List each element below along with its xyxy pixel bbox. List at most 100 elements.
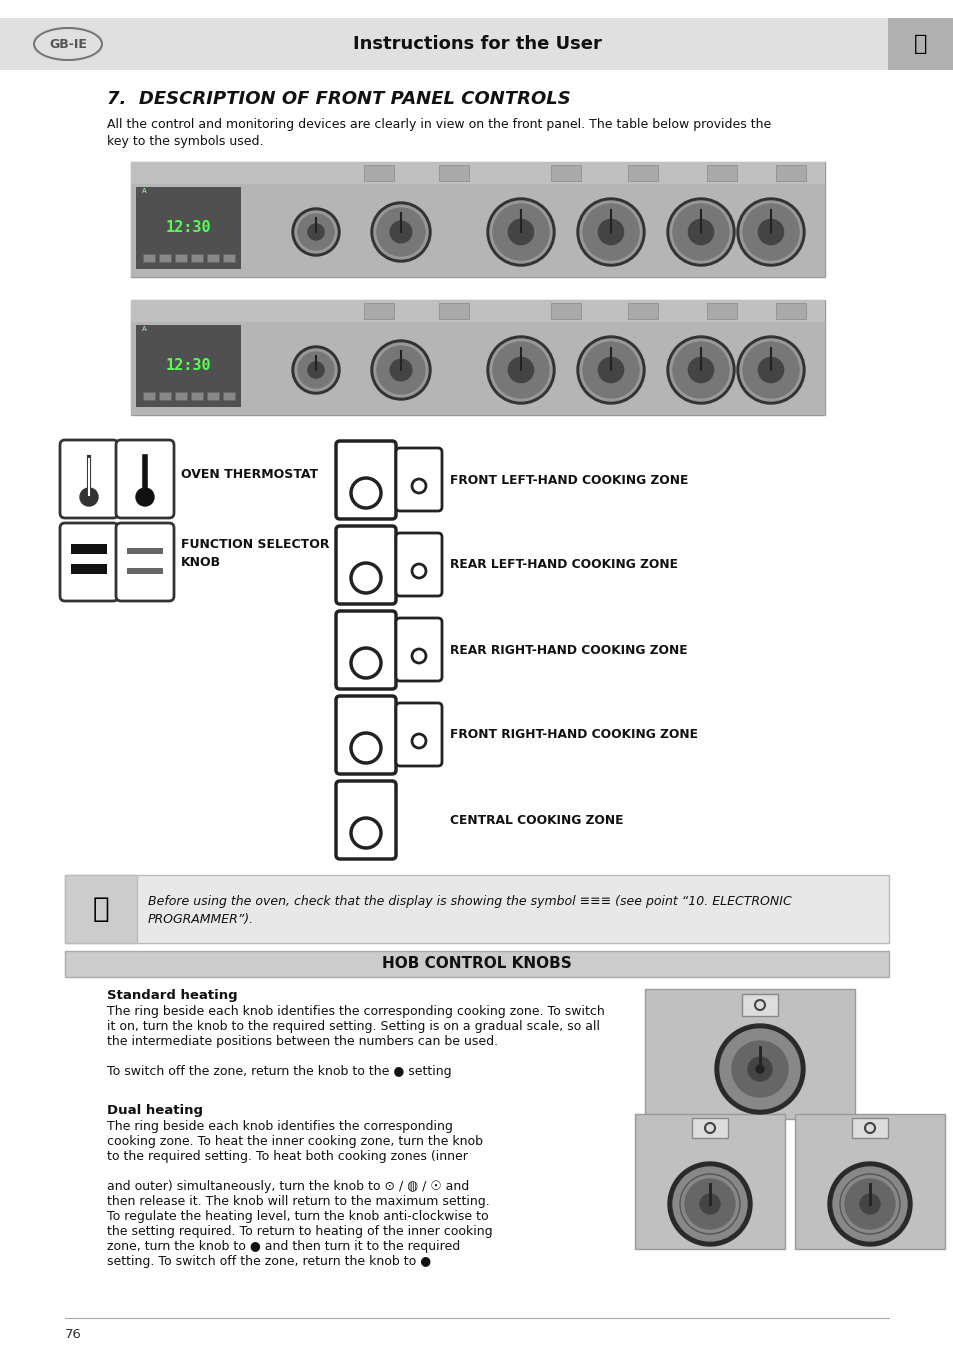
Bar — [635, 1115, 784, 1250]
Circle shape — [598, 358, 623, 382]
Bar — [65, 875, 137, 943]
Text: CENTRAL COOKING ZONE: CENTRAL COOKING ZONE — [450, 813, 623, 827]
Circle shape — [737, 199, 804, 266]
Text: 🍽: 🍽 — [913, 34, 926, 54]
Text: HOB CONTROL KNOBS: HOB CONTROL KNOBS — [382, 957, 571, 971]
FancyBboxPatch shape — [335, 696, 395, 774]
Bar — [741, 994, 778, 1016]
Circle shape — [374, 343, 428, 397]
Circle shape — [758, 219, 782, 245]
Bar — [131, 184, 824, 277]
Circle shape — [374, 205, 428, 259]
Circle shape — [684, 1179, 734, 1229]
Circle shape — [508, 358, 533, 382]
Bar — [143, 392, 154, 400]
FancyBboxPatch shape — [335, 440, 395, 519]
Circle shape — [490, 339, 552, 401]
Circle shape — [308, 362, 324, 378]
Bar — [71, 544, 107, 554]
Bar — [775, 303, 805, 319]
Text: REAR RIGHT-HAND COOKING ZONE: REAR RIGHT-HAND COOKING ZONE — [450, 643, 687, 657]
Circle shape — [672, 204, 728, 259]
Text: and outer) simultaneously, turn the knob to ⊙ / ◍ / ☉ and: and outer) simultaneously, turn the knob… — [107, 1179, 469, 1193]
Bar — [223, 392, 234, 400]
Circle shape — [737, 336, 804, 404]
Text: The ring beside each knob identifies the corresponding: The ring beside each knob identifies the… — [107, 1120, 453, 1133]
Circle shape — [292, 208, 339, 255]
Circle shape — [308, 224, 324, 240]
FancyBboxPatch shape — [116, 440, 173, 517]
Bar — [131, 162, 824, 277]
Text: then release it. The knob will return to the maximum setting.: then release it. The knob will return to… — [107, 1196, 489, 1208]
Circle shape — [742, 204, 799, 259]
Bar — [159, 254, 171, 262]
Circle shape — [758, 358, 782, 382]
Circle shape — [666, 336, 734, 404]
Circle shape — [294, 211, 336, 253]
FancyBboxPatch shape — [395, 534, 441, 596]
Circle shape — [371, 203, 431, 262]
Circle shape — [667, 1162, 751, 1246]
Bar — [706, 303, 737, 319]
Circle shape — [731, 1042, 787, 1097]
Circle shape — [390, 222, 412, 243]
Circle shape — [486, 336, 555, 404]
Bar — [223, 254, 234, 262]
Bar — [207, 392, 219, 400]
Text: 📋: 📋 — [92, 894, 110, 923]
Text: the setting required. To return to heating of the inner cooking: the setting required. To return to heati… — [107, 1225, 492, 1238]
Bar — [131, 300, 824, 415]
FancyBboxPatch shape — [335, 526, 395, 604]
Circle shape — [297, 213, 334, 250]
Circle shape — [672, 1167, 746, 1242]
Text: 12:30: 12:30 — [165, 220, 211, 235]
Text: All the control and monitoring devices are clearly in view on the front panel. T: All the control and monitoring devices a… — [107, 118, 770, 149]
Circle shape — [755, 1065, 763, 1073]
Bar — [131, 162, 824, 184]
FancyBboxPatch shape — [395, 703, 441, 766]
Text: A: A — [142, 326, 147, 332]
Text: The ring beside each knob identifies the corresponding cooking zone. To switch: The ring beside each knob identifies the… — [107, 1005, 604, 1019]
Bar — [706, 165, 737, 181]
Bar — [136, 186, 241, 269]
Text: To switch off the zone, return the knob to the ● setting: To switch off the zone, return the knob … — [107, 1065, 451, 1078]
Text: 7.  DESCRIPTION OF FRONT PANEL CONTROLS: 7. DESCRIPTION OF FRONT PANEL CONTROLS — [107, 91, 570, 108]
Text: Instructions for the User: Instructions for the User — [353, 35, 600, 53]
Bar — [136, 326, 241, 407]
Bar — [644, 989, 854, 1119]
Text: To regulate the heating level, turn the knob anti-clockwise to: To regulate the heating level, turn the … — [107, 1210, 488, 1223]
Circle shape — [493, 342, 548, 399]
Bar — [887, 18, 953, 70]
FancyBboxPatch shape — [395, 617, 441, 681]
Circle shape — [844, 1179, 894, 1229]
Bar — [364, 165, 394, 181]
Circle shape — [508, 219, 533, 245]
Circle shape — [714, 1024, 804, 1115]
Circle shape — [688, 358, 713, 382]
Text: Standard heating: Standard heating — [107, 989, 237, 1002]
Text: FRONT RIGHT-HAND COOKING ZONE: FRONT RIGHT-HAND COOKING ZONE — [450, 728, 698, 742]
Circle shape — [294, 349, 336, 390]
Bar — [65, 875, 888, 943]
Circle shape — [493, 204, 548, 259]
Bar — [627, 165, 658, 181]
Bar — [438, 303, 469, 319]
Circle shape — [740, 201, 801, 263]
Circle shape — [297, 353, 334, 388]
Bar — [851, 1119, 887, 1138]
Circle shape — [577, 199, 644, 266]
Circle shape — [688, 219, 713, 245]
Bar — [174, 392, 187, 400]
Text: A: A — [142, 188, 147, 195]
Circle shape — [390, 359, 412, 381]
Text: setting. To switch off the zone, return the knob to ●: setting. To switch off the zone, return … — [107, 1255, 431, 1269]
Circle shape — [376, 346, 424, 394]
Bar — [794, 1115, 944, 1250]
Circle shape — [740, 339, 801, 401]
Bar — [71, 563, 107, 574]
Circle shape — [832, 1167, 906, 1242]
Text: FUNCTION SELECTOR
KNOB: FUNCTION SELECTOR KNOB — [181, 539, 329, 570]
Circle shape — [672, 342, 728, 399]
Circle shape — [742, 342, 799, 399]
Bar — [174, 254, 187, 262]
